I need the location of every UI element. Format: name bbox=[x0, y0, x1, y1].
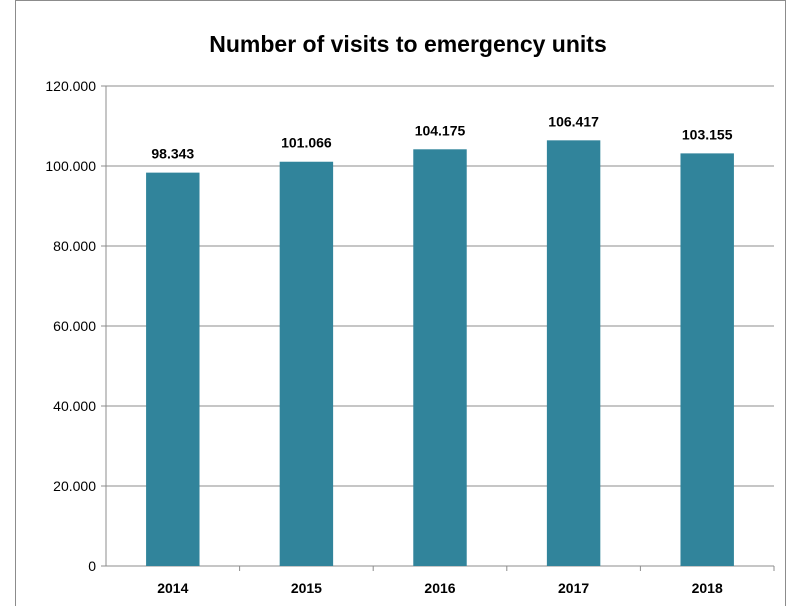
x-tick-label: 2018 bbox=[692, 580, 723, 596]
chart-frame bbox=[15, 0, 786, 606]
y-tick-label: 40.000 bbox=[53, 398, 96, 414]
data-label-2017: 106.417 bbox=[548, 113, 599, 129]
bar-2014 bbox=[146, 172, 200, 567]
y-tick-label: 0 bbox=[88, 558, 96, 574]
bar-2018 bbox=[680, 153, 734, 566]
bar-2015 bbox=[279, 161, 334, 566]
data-label-2015: 101.066 bbox=[281, 135, 332, 151]
data-label-2014: 98.343 bbox=[151, 146, 194, 162]
x-tick-label: 2017 bbox=[558, 580, 589, 596]
x-tick-label: 2014 bbox=[157, 580, 188, 596]
y-tick-label: 80.000 bbox=[53, 238, 96, 254]
bar-2017 bbox=[546, 140, 601, 566]
y-tick-label: 20.000 bbox=[53, 478, 96, 494]
y-tick-label: 120.000 bbox=[45, 78, 96, 94]
bar-2016 bbox=[413, 149, 467, 567]
y-tick-label: 100.000 bbox=[45, 158, 96, 174]
data-label-2016: 104.175 bbox=[415, 122, 466, 138]
x-tick-label: 2015 bbox=[291, 580, 322, 596]
chart-title: Number of visits to emergency units bbox=[209, 31, 606, 57]
x-tick-labels: 2014 2015 2016 2017 2018 bbox=[157, 580, 723, 596]
y-tick-label: 60.000 bbox=[53, 318, 96, 334]
x-tick-label: 2016 bbox=[424, 580, 455, 596]
bars bbox=[146, 140, 734, 567]
y-tick-labels: 0 20.000 40.000 60.000 80.000 100.000 120.000 bbox=[45, 78, 96, 574]
data-labels: 98.343 101.066 104.175 106.417 103.155 bbox=[151, 113, 732, 161]
data-label-2018: 103.155 bbox=[682, 126, 733, 142]
